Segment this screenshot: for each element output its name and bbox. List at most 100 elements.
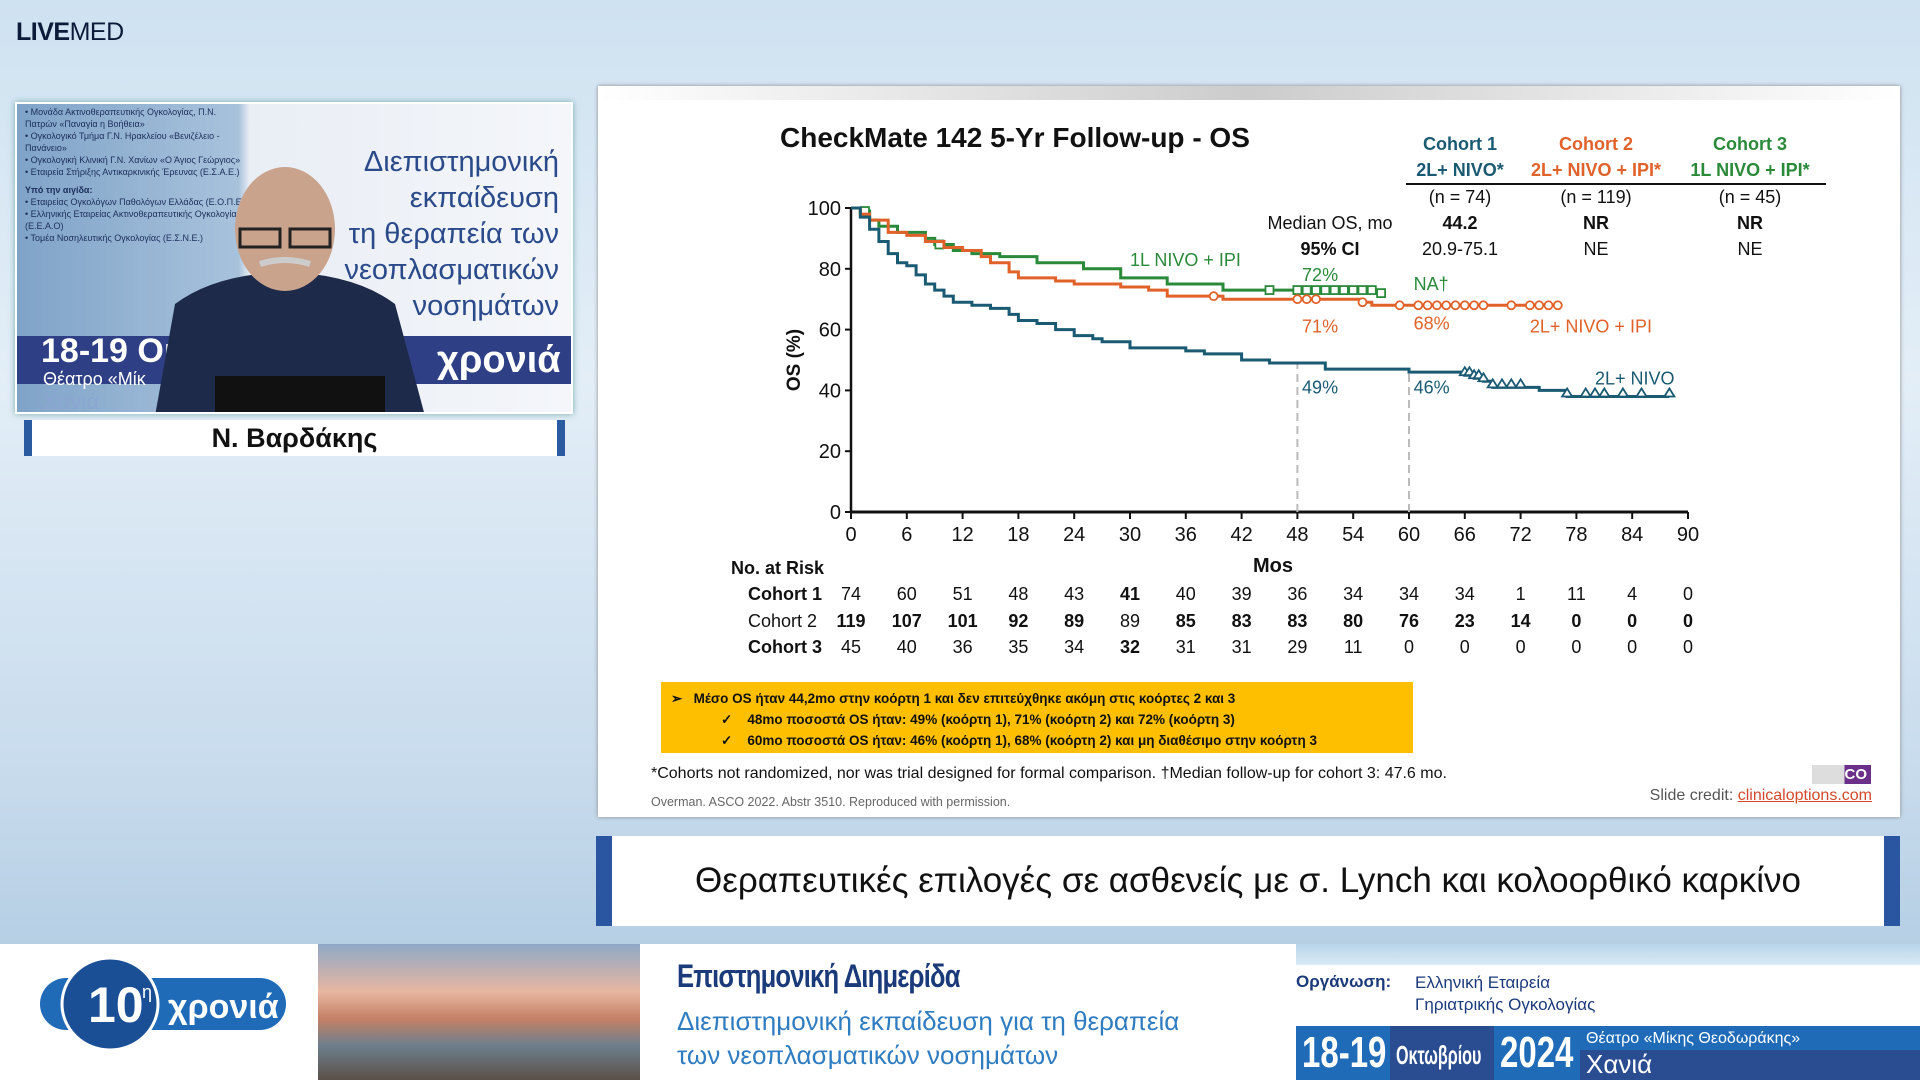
- risk-cell: 34: [1343, 584, 1364, 604]
- x-tick-label: 54: [1342, 524, 1364, 546]
- censor-mark: [1357, 285, 1368, 295]
- risk-cell: 0: [1682, 584, 1694, 604]
- risk-cell: 107: [891, 611, 922, 631]
- backdrop-theatre: Θέατρο «Μίκ: [43, 369, 146, 389]
- risk-cell: 0: [1571, 637, 1582, 657]
- backdrop-headline-line: νοσημάτων: [412, 290, 559, 322]
- x-tick-label: 6: [901, 524, 912, 546]
- cohort-median-os: 44.2: [1442, 213, 1478, 233]
- risk-cell: 11: [1343, 637, 1363, 657]
- risk-cell: 48: [1008, 584, 1029, 604]
- censor-mark: [1311, 285, 1321, 295]
- risk-cell: 43: [1064, 584, 1085, 604]
- censor-mark: [1597, 386, 1611, 398]
- chart-annotation: 46%: [1414, 377, 1450, 397]
- censor-mark: [1495, 377, 1509, 389]
- censor-mark: [1339, 285, 1349, 295]
- summary-bullet: ➢ Μέσο OS ήταν 44,2mo στην κοόρτη 1 και …: [671, 688, 1403, 709]
- backdrop-sponsor-line: • Ογκολογική Κλινική Γ.Ν. Χανίων «Ο Άγιο…: [25, 155, 241, 165]
- censor-mark: [1543, 300, 1554, 311]
- footer-month-band: [1390, 1026, 1494, 1080]
- backdrop-sponsor-line: • Τομέα Νοσηλευτικής Ογκολογίας (Ε.Σ.Ν.Ε…: [25, 233, 204, 243]
- organizer-label: Οργάνωση:: [1296, 972, 1392, 991]
- chania-harbor-photo: [318, 944, 640, 1080]
- summary-bullet: ✓ 60mo ποσοστά OS ήταν: 46% (κοόρτη 1), …: [671, 730, 1403, 751]
- backdrop-sponsor-line: Υπό την αιγίδα:: [25, 185, 93, 195]
- risk-cell: 74: [840, 584, 862, 604]
- cohort-median-os: NR: [1583, 213, 1609, 233]
- slide-title: CheckMate 142 5-Yr Follow-up - OS: [780, 122, 1250, 153]
- risk-cell: 41: [1119, 584, 1141, 604]
- censor-mark: [1476, 371, 1491, 383]
- check-icon: ✓: [721, 712, 748, 727]
- backdrop-sponsor-line: • Εταιρεία Στήριξης Αντικαρκινικής Έρευν…: [25, 167, 240, 177]
- x-tick-label: 78: [1565, 524, 1587, 546]
- logo-bold-text: LIVE: [16, 18, 70, 46]
- km-curve-2l-nivo-ipi: [851, 206, 1558, 307]
- cohort-ci: NE: [1737, 239, 1763, 259]
- censor-mark: [1504, 377, 1518, 389]
- risk-cell: 0: [1403, 637, 1415, 657]
- risk-cell: 0: [1515, 637, 1526, 657]
- risk-cell: 60: [896, 584, 917, 604]
- event-dates: 18-19: [1302, 1028, 1387, 1077]
- x-tick-label: 12: [951, 524, 973, 546]
- backdrop-date: 18-19 Οκ: [41, 332, 183, 370]
- x-tick-label: 30: [1119, 524, 1141, 546]
- cohort-table-divider: [1406, 183, 1826, 185]
- summary-text: Μέσο OS ήταν 44,2mo στην κοόρτη 1 και δε…: [693, 691, 1236, 706]
- risk-cell: 0: [1627, 637, 1638, 657]
- censor-mark: [1348, 285, 1359, 295]
- censor-mark: [1320, 285, 1331, 295]
- censor-mark: [1422, 300, 1433, 311]
- risk-row-label: Cohort 3: [748, 637, 822, 657]
- cohort-n: (n = 45): [1718, 187, 1782, 207]
- censor-mark: [1329, 285, 1340, 295]
- cohort-n: (n = 119): [1560, 187, 1632, 207]
- credit-label: Slide credit:: [1649, 787, 1738, 804]
- risk-cell: 34: [1454, 584, 1475, 604]
- censor-mark: [1579, 386, 1593, 398]
- censor-mark: [1560, 386, 1574, 398]
- risk-cell: 83: [1231, 611, 1252, 631]
- x-tick-label: 60: [1398, 524, 1420, 546]
- credit-link[interactable]: clinicaloptions.com: [1737, 787, 1872, 804]
- anniversary-word: χρονιά: [168, 988, 279, 1026]
- cohort-name: Cohort 1: [1423, 134, 1497, 154]
- cohort-treatment: 1L NIVO + IPI*: [1690, 160, 1810, 180]
- cohort-treatment: 2L+ NIVO + IPI*: [1530, 160, 1662, 180]
- x-tick-label: 72: [1509, 524, 1531, 546]
- y-tick-label: 80: [819, 259, 841, 281]
- speaker-video: • Μονάδα Ακτινοθεραπευτικής Ογκολογίας, …: [15, 102, 573, 414]
- event-venue: Θέατρο «Μίκης Θεοδωράκης»: [1586, 1030, 1801, 1047]
- x-tick-label: 48: [1286, 524, 1308, 546]
- speaker-figure: [155, 167, 424, 412]
- cohort-median-os: NR: [1737, 213, 1763, 233]
- anniversary-suffix: η: [142, 982, 152, 1002]
- reference: Overman. ASCO 2022. Abstr 3510. Reproduc…: [651, 795, 1011, 809]
- risk-cell: 0: [1459, 637, 1470, 657]
- censor-mark: [1486, 377, 1500, 389]
- event-city: Χανιά: [1586, 1049, 1653, 1079]
- cco-logo: CO: [1812, 765, 1871, 784]
- censor-mark: [1634, 386, 1649, 398]
- arrow-bullet-icon: ➢: [671, 691, 694, 706]
- event-month: Οκτωβρίου: [1396, 1040, 1482, 1070]
- y-tick-label: 60: [819, 320, 841, 342]
- cohort-name: Cohort 3: [1713, 134, 1787, 154]
- y-tick-label: 40: [819, 380, 841, 402]
- cohort-n: (n = 74): [1428, 187, 1492, 207]
- censor-mark: [1376, 288, 1386, 299]
- chart-annotation: NA†: [1414, 274, 1449, 294]
- risk-cell: 4: [1627, 584, 1638, 604]
- censor-mark: [1616, 386, 1630, 398]
- x-tick-label: 66: [1454, 524, 1476, 546]
- censor-mark: [1513, 377, 1528, 389]
- backdrop-headline-line: τη θεραπεία των: [348, 218, 559, 250]
- footnote: *Cohorts not randomized, nor was trial d…: [651, 765, 1447, 782]
- event-title: Επιστημονική Διημερίδα: [677, 958, 960, 994]
- event-subtitle-2: των νεοπλασματικών νοσημάτων: [677, 1040, 1059, 1070]
- backdrop-headline-line: νεοπλασματικών: [344, 254, 559, 286]
- x-tick-label: 18: [1007, 524, 1029, 546]
- cohort-treatment: 2L+ NIVO*: [1416, 160, 1504, 180]
